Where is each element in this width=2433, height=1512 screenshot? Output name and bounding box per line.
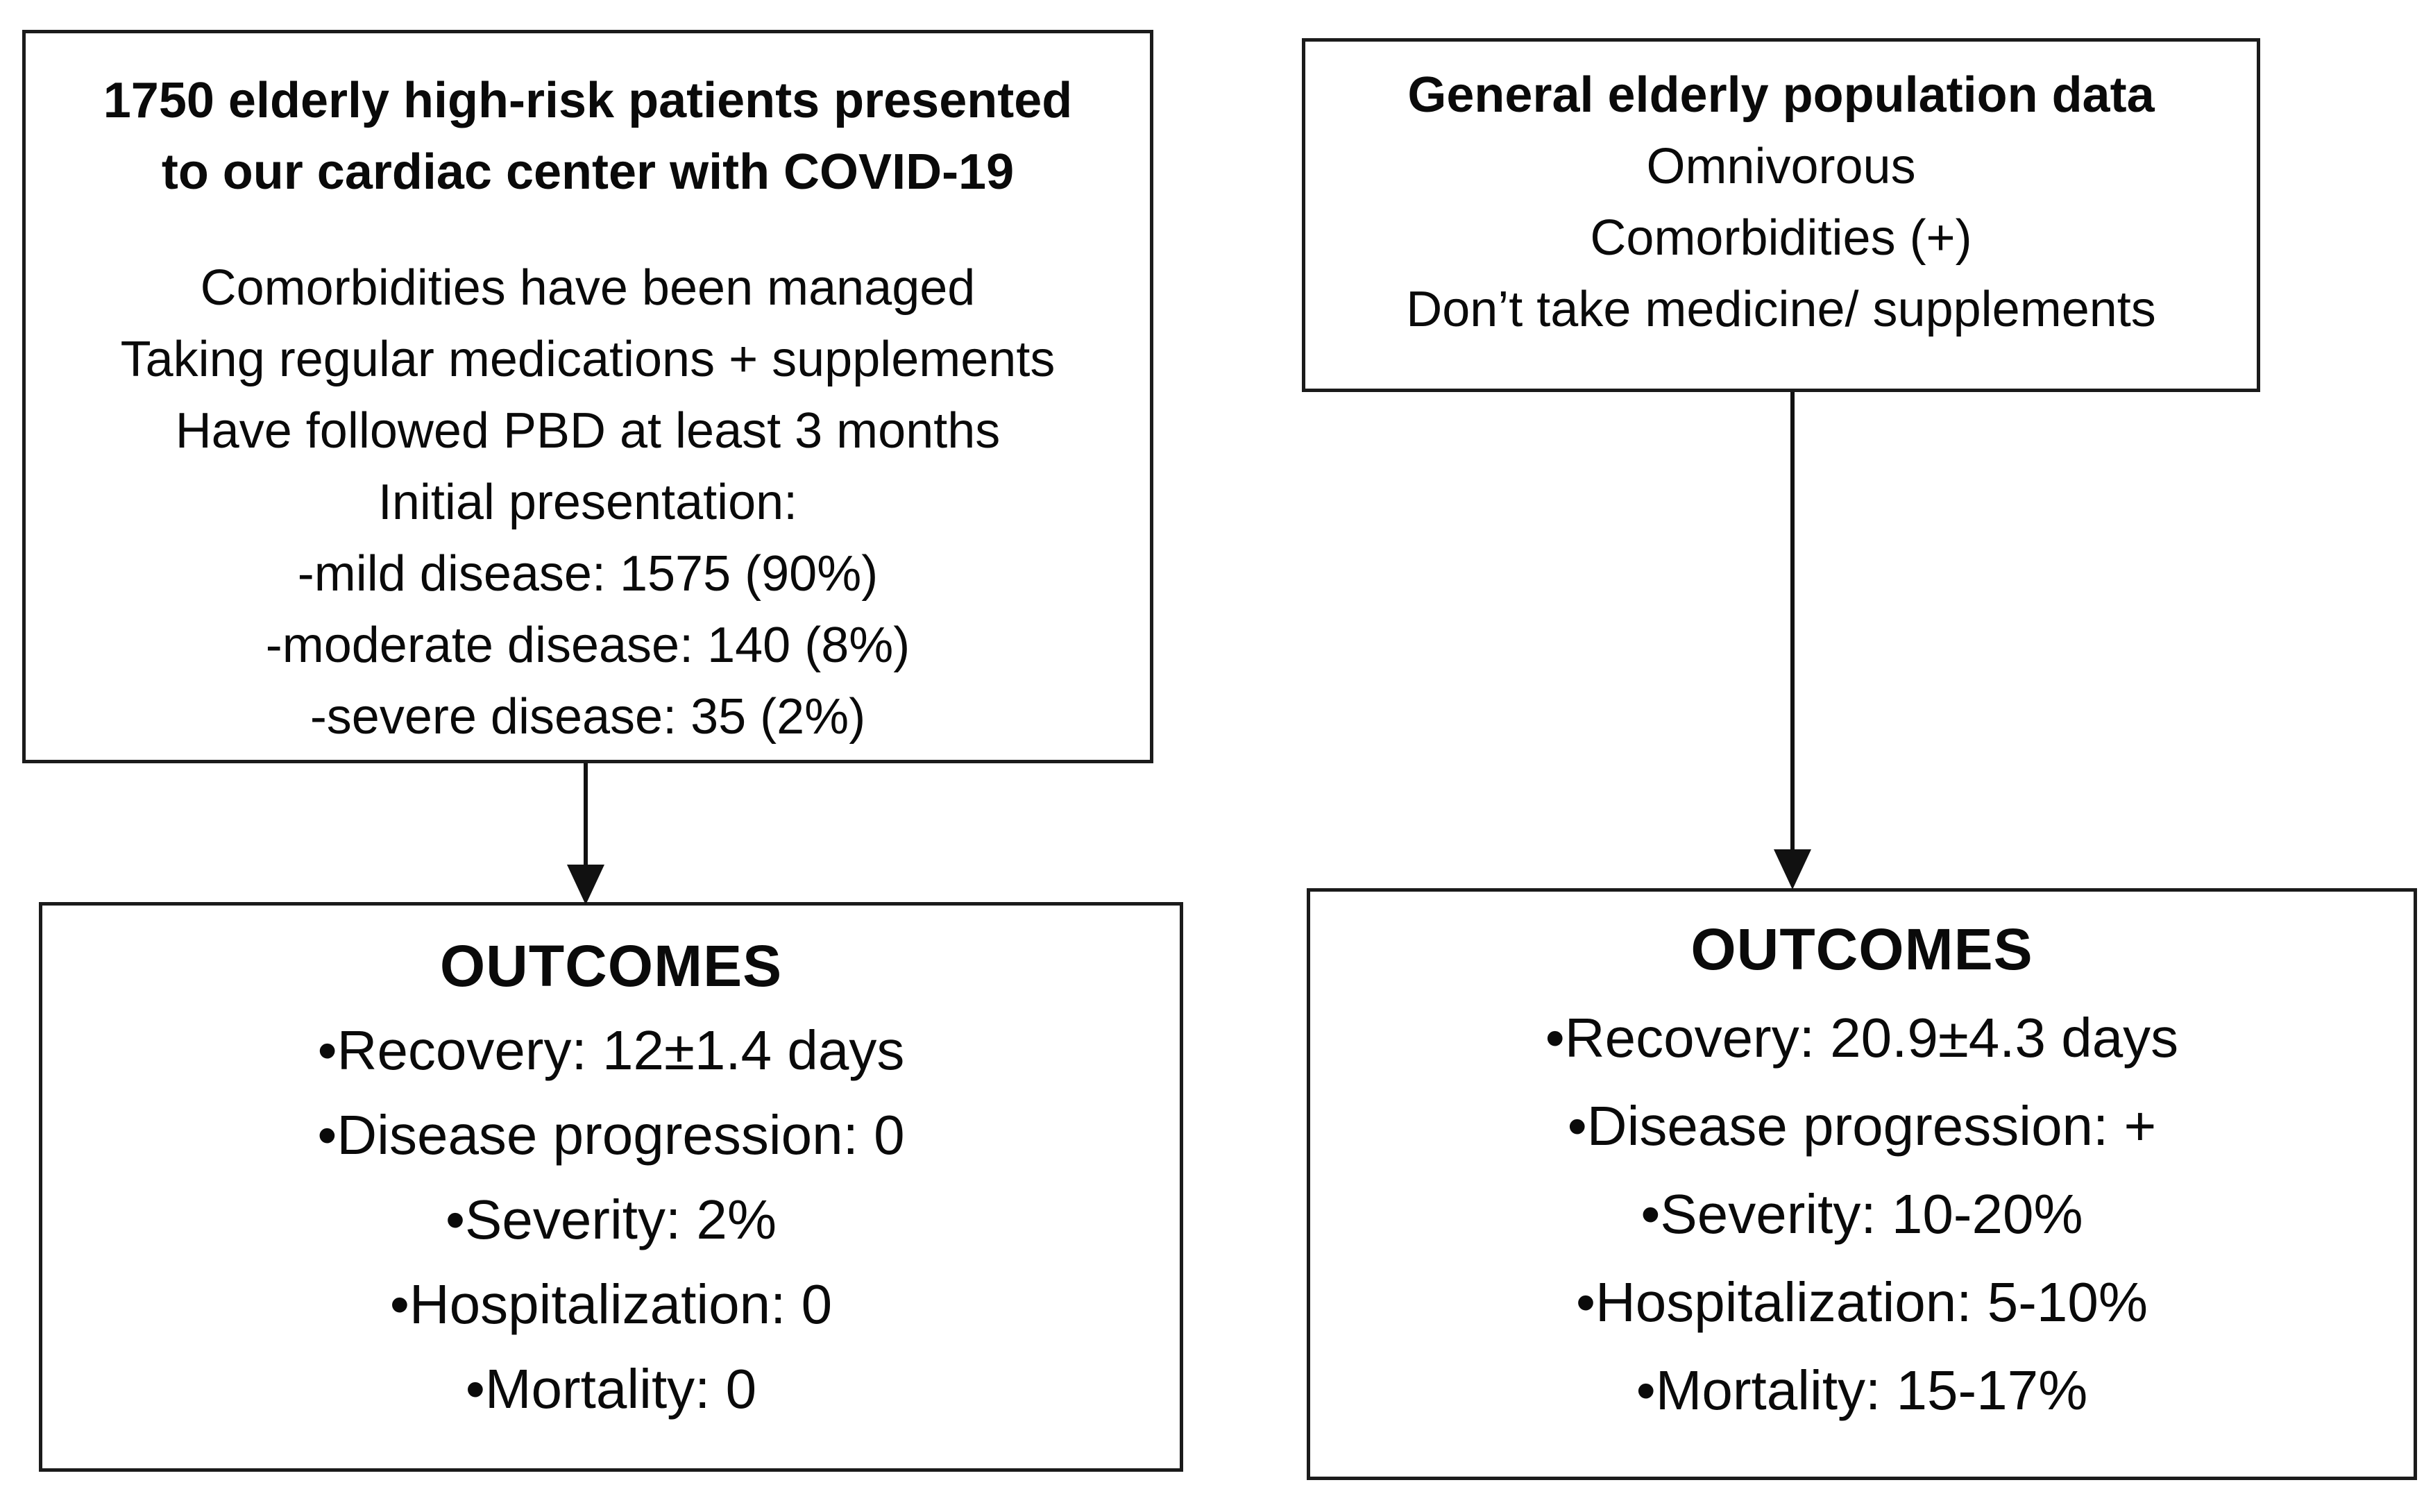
general-outcome-item: •Recovery: 20.9±4.3 days — [1545, 1007, 2179, 1069]
title-body-gap — [26, 208, 1150, 253]
down-arrow-icon — [1774, 849, 1811, 890]
pbd-cohort-detail: -mild disease: 1575 (90%) — [297, 546, 879, 602]
general-outcome-item: •Disease progression: + — [1567, 1095, 2157, 1157]
general-population-detail: Omnivorous — [1646, 139, 1916, 194]
down-arrow-icon — [567, 865, 604, 905]
pbd-outcome-item: •Recovery: 12±1.4 days — [317, 1019, 905, 1081]
pbd-outcomes-box: OUTCOMES •Recovery: 12±1.4 days •Disease… — [39, 902, 1183, 1472]
general-population-detail: Comorbidities (+) — [1590, 210, 1972, 266]
pbd-cohort-box: 1750 elderly high-risk patients presente… — [22, 30, 1153, 763]
pbd-cohort-detail: Taking regular medications + supplements — [120, 332, 1056, 387]
pbd-cohort-title-line-1: 1750 elderly high-risk patients presente… — [103, 73, 1073, 128]
pbd-cohort-detail: Have followed PBD at least 3 months — [175, 403, 1001, 459]
pbd-outcome-item: •Hospitalization: 0 — [389, 1273, 833, 1335]
pbd-cohort-title-line-2: to our cardiac center with COVID-19 — [161, 144, 1015, 200]
general-outcomes-title: OUTCOMES — [1690, 917, 2033, 982]
pbd-cohort-detail: -moderate disease: 140 (8%) — [265, 618, 910, 673]
pbd-outcomes-title: OUTCOMES — [439, 933, 783, 999]
left-connector-line — [584, 763, 588, 867]
general-outcome-item: •Hospitalization: 5-10% — [1576, 1271, 2148, 1333]
pbd-cohort-detail: Initial presentation: — [378, 475, 798, 530]
general-population-detail: Don’t take medicine/ supplements — [1406, 282, 2156, 337]
pbd-cohort-detail: Comorbidities have been managed — [200, 260, 976, 316]
right-connector-line — [1790, 392, 1795, 851]
general-population-box: General elderly population data Omnivoro… — [1302, 38, 2260, 392]
general-outcomes-box: OUTCOMES •Recovery: 20.9±4.3 days •Disea… — [1307, 888, 2417, 1480]
general-outcome-item: •Severity: 10-20% — [1641, 1183, 2083, 1245]
pbd-cohort-detail: -severe disease: 35 (2%) — [310, 689, 866, 745]
pbd-outcome-item: •Disease progression: 0 — [317, 1104, 905, 1166]
general-population-title: General elderly population data — [1407, 67, 2155, 123]
pbd-outcome-item: •Mortality: 0 — [465, 1358, 757, 1420]
pbd-outcome-item: •Severity: 2% — [445, 1189, 777, 1250]
general-outcome-item: •Mortality: 15-17% — [1636, 1359, 2088, 1421]
